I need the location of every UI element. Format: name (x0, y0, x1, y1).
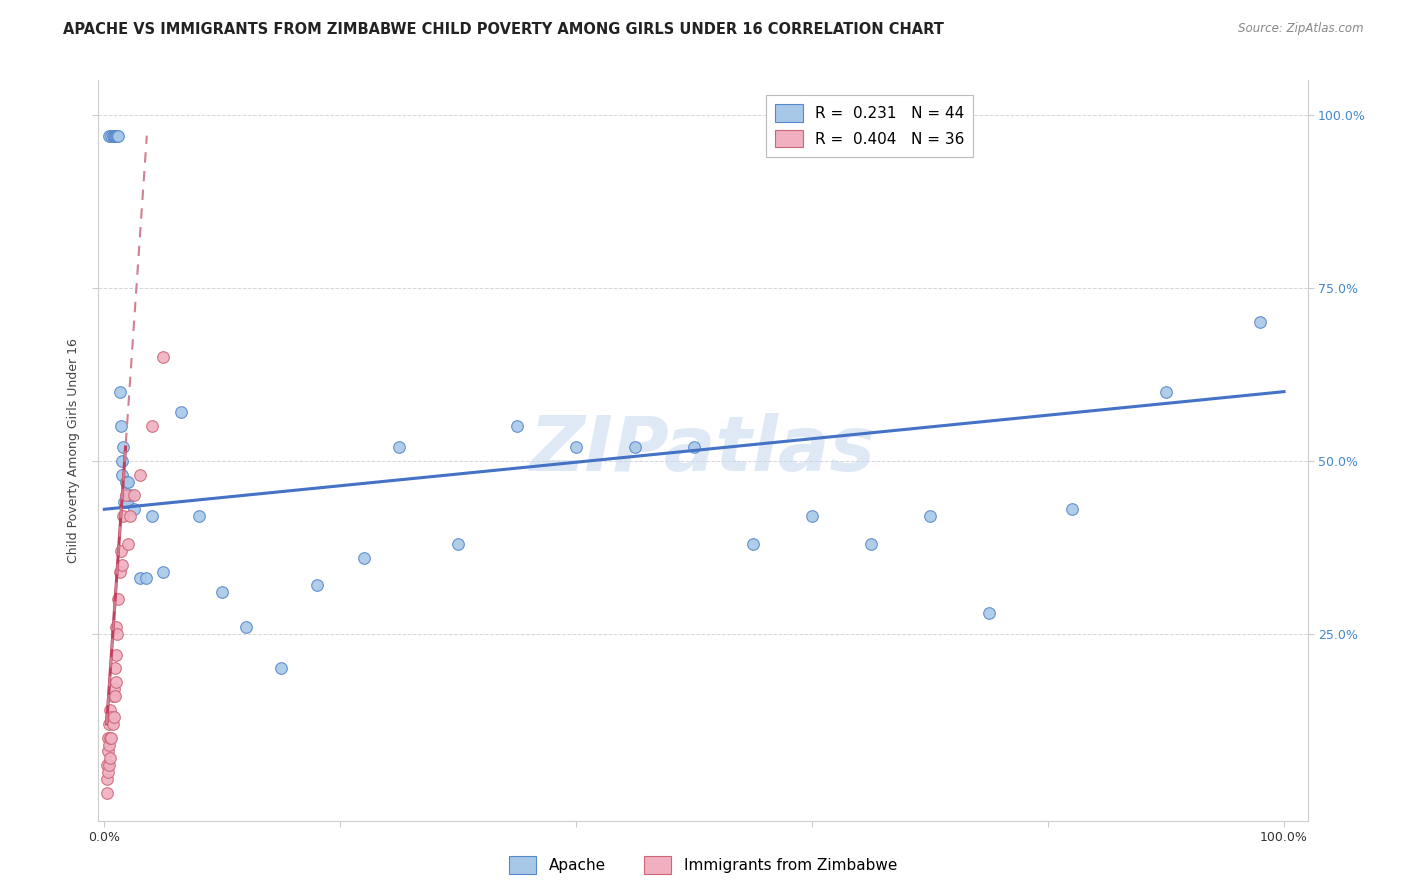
Point (98, 128, 121, 143)
Point (120, 509, 142, 524)
Point (104, 689, 127, 703)
Point (117, 537, 139, 551)
Point (104, 128, 127, 143)
Point (920, 509, 942, 524)
Point (105, 620, 128, 634)
Point (97, 744, 120, 758)
Point (860, 537, 883, 551)
Point (97, 765, 120, 780)
Point (100, 731, 122, 745)
Point (117, 475, 139, 489)
Point (96, 786, 118, 800)
Point (110, 543, 132, 558)
Point (1249, 315, 1271, 329)
Text: ZIPatlas: ZIPatlas (530, 414, 876, 487)
Point (305, 578, 328, 592)
Point (135, 572, 157, 586)
Point (112, 509, 135, 524)
Text: Source: ZipAtlas.com: Source: ZipAtlas.com (1239, 22, 1364, 36)
Point (114, 488, 136, 502)
Point (98, 751, 121, 765)
Point (235, 620, 257, 634)
Point (270, 661, 292, 675)
Point (108, 384, 131, 399)
Point (141, 419, 163, 434)
Point (683, 440, 706, 454)
Point (742, 537, 765, 551)
Point (111, 558, 134, 572)
Point (977, 606, 1000, 620)
Point (104, 661, 127, 675)
Legend: R =  0.231   N = 44, R =  0.404   N = 36: R = 0.231 N = 44, R = 0.404 N = 36 (766, 95, 973, 157)
Point (108, 565, 131, 579)
Point (96, 758, 118, 772)
Point (107, 128, 129, 143)
Point (103, 682, 125, 697)
Point (122, 488, 145, 502)
Point (128, 467, 150, 482)
Point (624, 440, 647, 454)
Point (111, 454, 134, 468)
Point (103, 128, 125, 143)
Point (170, 405, 193, 419)
Point (112, 440, 135, 454)
Y-axis label: Child Poverty Among Girls Under 16: Child Poverty Among Girls Under 16 (66, 338, 80, 563)
Point (152, 565, 174, 579)
Point (98, 716, 121, 731)
Point (801, 509, 824, 524)
Legend: Apache, Immigrants from Zimbabwe: Apache, Immigrants from Zimbabwe (503, 850, 903, 880)
Point (506, 419, 529, 434)
Point (105, 128, 128, 143)
Point (1060, 502, 1083, 516)
Point (98, 738, 121, 752)
Point (211, 585, 233, 599)
Point (122, 502, 145, 516)
Point (98, 758, 121, 772)
Point (105, 128, 128, 143)
Point (101, 689, 124, 703)
Point (447, 537, 470, 551)
Point (1154, 384, 1177, 399)
Point (115, 495, 138, 509)
Point (100, 128, 122, 143)
Point (98, 731, 121, 745)
Point (105, 627, 128, 641)
Point (105, 675, 128, 690)
Point (105, 648, 128, 662)
Point (100, 710, 122, 724)
Point (565, 440, 588, 454)
Point (120, 488, 142, 502)
Point (128, 572, 150, 586)
Point (152, 350, 174, 364)
Point (111, 467, 134, 482)
Point (97, 731, 120, 745)
Point (353, 550, 375, 565)
Point (112, 495, 135, 509)
Point (96, 772, 118, 786)
Text: APACHE VS IMMIGRANTS FROM ZIMBABWE CHILD POVERTY AMONG GIRLS UNDER 16 CORRELATIO: APACHE VS IMMIGRANTS FROM ZIMBABWE CHILD… (63, 22, 945, 37)
Point (114, 475, 136, 489)
Point (107, 592, 129, 607)
Point (187, 509, 209, 524)
Point (141, 509, 163, 524)
Point (101, 128, 124, 143)
Point (103, 710, 125, 724)
Point (110, 419, 132, 434)
Point (101, 716, 124, 731)
Point (98, 703, 121, 717)
Point (388, 440, 411, 454)
